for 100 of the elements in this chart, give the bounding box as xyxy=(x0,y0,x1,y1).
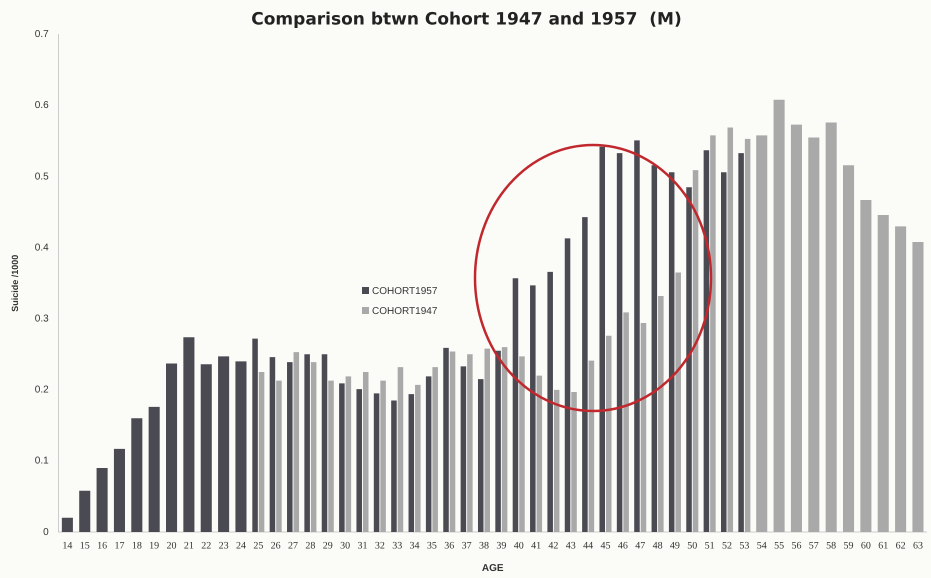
bar xyxy=(443,348,449,532)
x-tick-label: 49 xyxy=(670,540,680,552)
y-tick-label: 0.3 xyxy=(34,313,50,324)
x-tick-label: 48 xyxy=(652,540,663,552)
x-tick-label: 63 xyxy=(912,540,923,552)
x-tick-label: 50 xyxy=(687,540,698,552)
legend-label: COHORT1947 xyxy=(371,305,438,319)
bar xyxy=(362,372,368,532)
x-tick-label: 21 xyxy=(184,540,194,552)
x-tick-label: 47 xyxy=(635,540,646,552)
bar xyxy=(704,150,710,532)
x-tick-label: 61 xyxy=(878,540,888,552)
x-tick-label: 44 xyxy=(583,540,594,552)
bar xyxy=(623,312,629,532)
x-tick-label: 57 xyxy=(808,540,819,552)
bar xyxy=(339,383,345,532)
bar xyxy=(536,376,542,532)
bar xyxy=(398,367,404,532)
bar xyxy=(686,187,692,532)
x-tick-label: 37 xyxy=(462,540,472,552)
x-tick-label: 42 xyxy=(548,540,558,552)
x-tick-label: 58 xyxy=(826,540,836,552)
bar xyxy=(720,172,727,532)
x-tick-label: 15 xyxy=(80,540,90,552)
x-tick-label: 41 xyxy=(531,540,542,552)
x-tick-label: 54 xyxy=(756,540,767,552)
bar xyxy=(738,153,744,532)
bar xyxy=(495,350,501,532)
bar xyxy=(408,394,414,532)
x-tick-label: 53 xyxy=(739,540,750,552)
x-tick-label: 52 xyxy=(722,540,732,552)
bar xyxy=(530,285,536,532)
bar xyxy=(606,336,612,532)
x-tick-label: 32 xyxy=(374,540,385,552)
y-tick-label: 0 xyxy=(43,526,50,538)
bar xyxy=(426,376,432,532)
bar xyxy=(668,172,674,532)
bar xyxy=(484,348,490,532)
bar xyxy=(554,390,560,532)
bar xyxy=(564,238,570,532)
bar xyxy=(258,372,264,532)
y-axis-title: Suicide /1000 xyxy=(10,254,20,312)
x-tick-label: 46 xyxy=(618,540,628,552)
bar xyxy=(328,380,334,532)
bar xyxy=(467,354,473,532)
bar xyxy=(582,217,588,532)
y-tick-label: 0.2 xyxy=(34,384,50,396)
x-tick-label: 62 xyxy=(896,540,906,552)
x-tick-label: 31 xyxy=(357,540,368,552)
y-tick-label: 0.6 xyxy=(34,100,50,112)
x-tick-label: 19 xyxy=(149,540,160,552)
x-tick-label: 59 xyxy=(844,540,854,552)
x-tick-label: 33 xyxy=(392,540,402,552)
x-tick-label: 24 xyxy=(236,540,246,552)
x-tick-label: 51 xyxy=(704,540,715,552)
chart-title: Comparison btwn Cohort 1947 and 1957 (M) xyxy=(251,10,682,30)
bar xyxy=(460,366,466,532)
y-tick-label: 0.5 xyxy=(34,171,50,182)
x-tick-label: 36 xyxy=(444,540,454,552)
y-tick-label: 0.1 xyxy=(34,456,50,467)
x-tick-label: 39 xyxy=(496,540,506,552)
bar xyxy=(432,367,438,532)
bar xyxy=(512,278,518,532)
x-tick-label: 23 xyxy=(218,540,229,552)
x-tick-label: 16 xyxy=(97,540,108,552)
bar xyxy=(519,356,525,532)
bar xyxy=(415,384,421,532)
bar xyxy=(346,376,352,532)
y-tick-label: 0.4 xyxy=(34,242,50,254)
bar xyxy=(652,165,658,532)
bar xyxy=(588,360,594,532)
x-tick-label: 17 xyxy=(114,540,124,552)
x-tick-label: 40 xyxy=(514,540,524,552)
y-tick-label: 0.7 xyxy=(34,29,50,40)
bar xyxy=(640,323,646,532)
x-axis-title: AGE xyxy=(482,562,504,574)
legend-label: COHORT1957 xyxy=(371,285,438,299)
x-tick-label: 28 xyxy=(305,540,316,552)
bar xyxy=(374,393,380,532)
x-tick-label: 60 xyxy=(860,540,871,552)
x-tick-label: 18 xyxy=(132,540,142,552)
bar xyxy=(547,272,553,532)
bar xyxy=(276,380,282,532)
bar xyxy=(391,400,397,532)
x-tick-label: 14 xyxy=(62,540,72,552)
x-tick-label: 22 xyxy=(201,540,212,552)
x-tick-label: 35 xyxy=(426,540,437,552)
bar xyxy=(634,140,640,532)
bar xyxy=(571,392,577,532)
x-tick-label: 27 xyxy=(288,540,298,552)
bar xyxy=(380,380,386,532)
bar xyxy=(310,362,316,532)
bar xyxy=(502,347,508,532)
bar xyxy=(599,146,606,532)
x-tick-label: 38 xyxy=(478,540,489,552)
x-tick-label: 45 xyxy=(600,540,610,552)
x-tick-label: 29 xyxy=(322,540,333,552)
x-tick-label: 56 xyxy=(791,540,802,552)
bar xyxy=(675,272,681,532)
x-tick-label: 26 xyxy=(270,540,281,552)
